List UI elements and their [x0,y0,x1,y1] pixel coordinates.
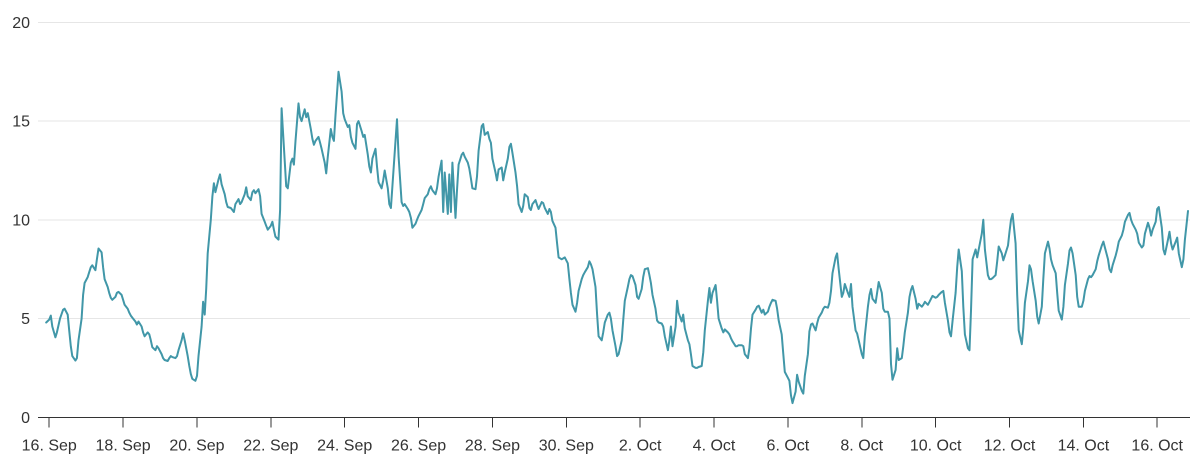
x-axis-label: 24. Sep [317,437,372,454]
x-axis-label: 14. Oct [1058,437,1110,454]
x-axis-label: 8. Oct [840,437,883,454]
x-axis-label: 16. Oct [1131,437,1183,454]
x-axis-label: 6. Oct [767,437,810,454]
x-axis-label: 30. Sep [539,437,594,454]
x-axis-label: 2. Oct [619,437,662,454]
x-axis-label: 22. Sep [243,437,298,454]
x-axis-label: 18. Sep [96,437,151,454]
y-axis-label: 10 [12,212,30,229]
x-axis-label: 4. Oct [693,437,736,454]
y-axis-label: 5 [21,311,30,328]
x-axis-label: 26. Sep [391,437,446,454]
x-axis-label: 20. Sep [169,437,224,454]
y-axis-label: 15 [12,114,30,131]
x-axis-label: 10. Oct [910,437,962,454]
y-axis-label: 20 [12,15,30,32]
x-axis-label: 16. Sep [22,437,77,454]
series-line[interactable] [45,70,1189,405]
x-axis-label: 12. Oct [984,437,1036,454]
y-axis-label: 0 [21,410,30,427]
x-axis-label: 28. Sep [465,437,520,454]
